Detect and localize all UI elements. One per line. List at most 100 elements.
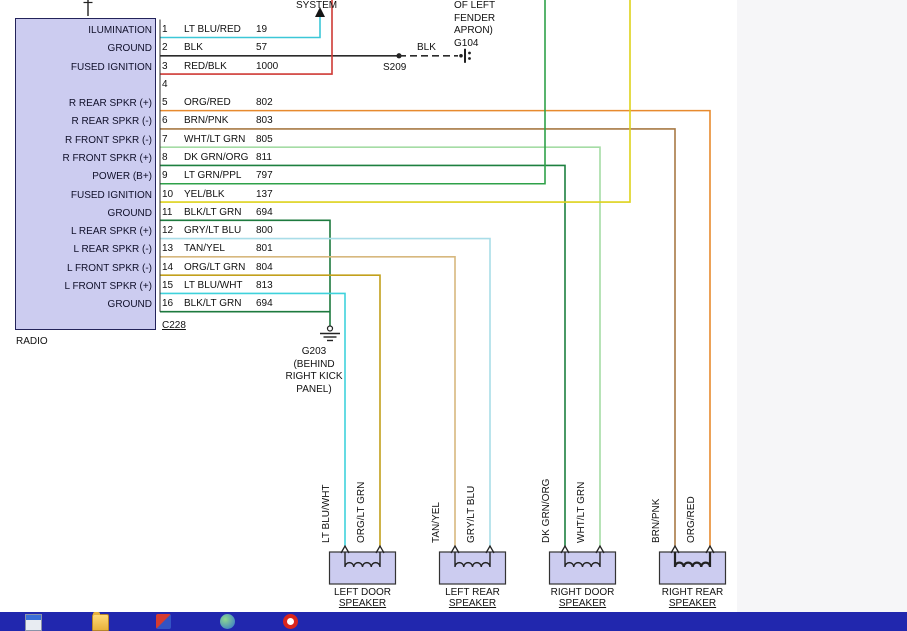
pin-circuit-number: 801 [256,243,273,255]
speaker-name-line2: SPEAKER [448,598,497,609]
wire-pin-7 [160,146,601,546]
pin-wire-color: RED/BLK [184,60,227,72]
g203-label-block: G203 (BEHIND RIGHT KICK PANEL) [276,346,352,396]
wire-pin-13 [160,256,456,546]
g104-line: OF LEFT [454,0,496,11]
pin-wire-color: BRN/PNK [184,115,229,127]
pin-number: 14 [162,261,174,273]
speaker-coil [344,552,381,568]
wire-arrow-icon [485,544,495,554]
pin-wire-color: WHT/LT GRN [184,133,246,145]
wiring-svg [83,0,727,585]
speaker-coil [673,552,712,568]
globe-icon[interactable] [220,614,235,629]
speaker-box [438,551,507,585]
connector-pin-label: L REAR SPKR (+) [70,226,152,238]
speaker-label: RIGHT DOOR SPEAKER [538,587,628,609]
pin-number: 6 [162,115,168,127]
speaker-label: LEFT REAR SPEAKER [428,587,518,609]
wire-pin-9 [160,0,546,185]
g203-line: (BEHIND [293,358,335,370]
paint-icon[interactable] [156,614,171,629]
wire-color-vertical-label: TAN/YEL [431,502,442,543]
pin-wire-color: TAN/YEL [184,243,225,255]
wire-pin-6 [160,128,676,546]
speaker-label: RIGHT REAR SPEAKER [648,587,738,609]
radio-connector-box [15,18,156,330]
speaker-label: LEFT DOOR SPEAKER [318,587,408,609]
speaker-name-line2: SPEAKER [558,598,607,609]
pin-circuit-number: 805 [256,133,273,145]
connector-pin-label: ILUMINATION [88,25,152,36]
pin-number: 4 [162,78,168,90]
pin-wire-color: LT BLU/RED [184,24,241,35]
pin-wire-color: DK GRN/ORG [184,151,249,163]
blk-wire-label: BLK [417,42,436,53]
connector-pin-label: R FRONT SPKR (-) [64,134,152,146]
wire-pin-11 [160,219,331,326]
wire-arrow-icon [340,544,350,554]
connector-pin-label: L FRONT SPKR (+) [64,280,152,292]
pin-number: 16 [162,298,174,310]
pin-number: 13 [162,243,174,255]
speaker-name-line2: SPEAKER [668,598,717,609]
speaker-box [328,551,397,585]
pin-wire-color: BLK/LT GRN [184,298,242,310]
speaker-box [548,551,617,585]
speaker-name-line1: LEFT REAR [445,587,500,598]
g104-label-block: OF LEFT FENDER APRON) G104 [454,0,495,50]
pin-wire-color: ORG/LT GRN [184,261,246,273]
pin-wire-color: GRY/LT BLU [184,225,242,237]
connector-pin-label: R REAR SPKR (+) [68,98,152,110]
connector-pin-label: POWER (B+) [92,171,152,183]
taskbar [0,612,907,631]
g203-line: RIGHT KICK [285,371,343,382]
pin-number: 3 [162,60,168,72]
wire-color-vertical-label: LT BLU/WHT [321,484,332,543]
connector-pin-label: FUSED IGNITION [70,61,152,73]
folder-icon[interactable] [92,612,109,631]
wire-arrow-icon [705,544,715,554]
wire-arrow-icon [375,544,385,554]
wire-arrow-icon [560,544,570,554]
pin-wire-color: LT GRN/PPL [184,170,242,182]
system-label: SYSTEM [296,0,338,11]
speaker-box [658,551,727,585]
connector-pin-label: GROUND [107,43,152,55]
pin-circuit-number: 803 [256,115,273,127]
wire-arrow-icon [595,544,605,554]
connector-pin-label: R FRONT SPKR (+) [62,152,152,164]
pin-circuit-number: 800 [256,225,273,237]
pin-circuit-number: 19 [256,24,268,35]
pin-wire-color: BLK [184,42,203,54]
pin-circuit-number: 137 [256,188,273,200]
wire-color-vertical-label: BRN/PNK [651,498,662,543]
connector-pin-dot [468,51,471,55]
pin-wire-color: ORG/RED [184,97,231,109]
wire-pin-10 [160,0,631,203]
wire-arrow-icon [670,544,680,554]
wire-color-vertical-label: WHT/LT GRN [576,481,587,543]
pin-number: 12 [162,225,174,237]
wire-pin-1 [160,16,321,39]
opera-icon[interactable] [283,614,298,629]
pin-number: 5 [162,97,168,109]
window-icon[interactable] [25,614,42,631]
wire-arrow-icon [450,544,460,554]
connector-pin-label: GROUND [107,299,152,311]
wire-color-vertical-label: DK GRN/ORG [541,478,552,543]
pin-circuit-number: 811 [256,151,272,163]
wire-pin-3 [160,0,333,75]
wire-pin-5 [160,109,711,546]
speaker-name-line1: RIGHT REAR [661,587,724,598]
g104-line: G104 [454,37,479,49]
connector-pin-label: L REAR SPKR (-) [73,244,152,256]
radio-label: RADIO [16,336,48,347]
speaker-coil [564,552,601,568]
pin-circuit-number: 694 [256,298,273,310]
splice-label: S209 [383,62,407,73]
pin-number: 11 [162,206,173,218]
app-background-panel [737,0,907,612]
pin-circuit-number: 797 [256,170,273,182]
